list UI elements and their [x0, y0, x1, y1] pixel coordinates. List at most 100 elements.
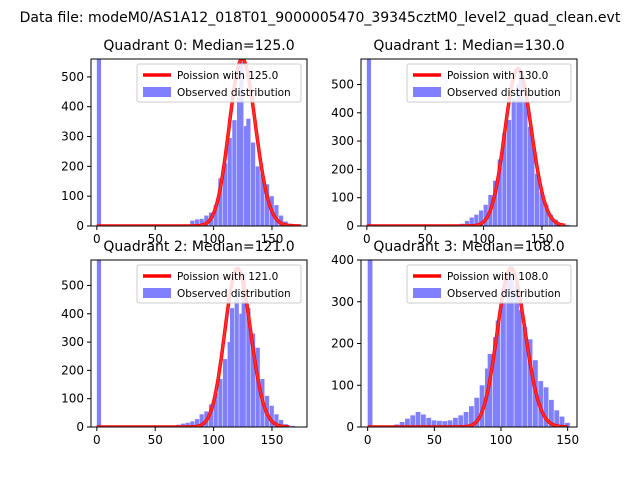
legend-label-poisson: Poission with 108.0: [447, 271, 548, 283]
y-tick-label: 100: [61, 392, 84, 406]
legend-swatch-hist: [143, 288, 171, 298]
y-tick-label: 100: [61, 189, 84, 203]
histogram-bar: [509, 266, 514, 427]
legend-box: [406, 63, 572, 103]
histogram-bar: [236, 97, 242, 226]
histogram-bar: [565, 224, 570, 226]
histogram-bar: [290, 425, 295, 427]
histogram-bar: [431, 420, 437, 427]
histogram-bar: [222, 359, 228, 427]
histogram-bar: [506, 276, 512, 427]
poisson-curve: [366, 67, 566, 226]
legend-label-poisson: Poission with 121.0: [177, 271, 278, 283]
histogram-bar: [260, 173, 265, 226]
histogram-bar: [554, 410, 560, 427]
histogram-bar: [239, 313, 244, 427]
y-tick-label: 300: [61, 335, 84, 349]
histogram-bar: [415, 411, 421, 427]
histogram-bar: [250, 333, 256, 427]
y-tick-label: 100: [331, 378, 354, 392]
histogram-bar: [506, 119, 512, 226]
subplot-title: Quadrant 1: Median=130.0: [373, 38, 564, 54]
legend: Poission with 121.0 Observed distribution: [136, 264, 302, 304]
axes-frame: [90, 259, 308, 428]
legend-label-observed: Observed distribution: [447, 87, 561, 99]
subplot-title: Quadrant 0: Median=125.0: [103, 38, 294, 54]
subplot-title: Quadrant 3: Median=108.0: [373, 239, 564, 255]
subplot-title: Quadrant 2: Median=121.0: [103, 239, 294, 255]
histogram-bar: [274, 205, 279, 226]
histogram-bar: [559, 416, 565, 427]
x-tick-label: 100: [490, 433, 513, 447]
histogram-bar: [96, 260, 102, 427]
legend-label-observed: Observed distribution: [177, 288, 291, 300]
histogram-bar: [565, 422, 570, 427]
histogram-bar: [534, 173, 540, 226]
legend-swatch-hist: [413, 87, 441, 97]
histogram-bar: [229, 308, 235, 427]
histogram-bar: [405, 418, 410, 427]
histogram-bar: [517, 310, 522, 427]
x-tick-label: 150: [261, 433, 284, 447]
y-tick-label: 500: [331, 77, 354, 91]
y-tick-label: 300: [331, 134, 354, 148]
histogram-bar: [366, 59, 372, 226]
histogram-bar: [458, 415, 464, 427]
legend-swatch-hist: [143, 87, 171, 97]
histogram-bar: [227, 342, 232, 427]
y-tick-label: 0: [76, 219, 84, 233]
legend-swatch-hist: [413, 288, 441, 298]
histogram-bar: [469, 406, 474, 427]
histogram-bar: [442, 421, 448, 427]
histogram-bar: [278, 215, 284, 226]
y-tick-label: 0: [346, 219, 354, 233]
x-tick-label: 100: [202, 232, 225, 246]
legend: Poission with 108.0 Observed distribution: [406, 264, 572, 304]
y-tick-label: 500: [61, 70, 84, 84]
histogram-bar: [543, 387, 549, 427]
histogram-bar: [474, 214, 479, 226]
histogram-bar: [523, 98, 528, 226]
histogram-bar: [522, 326, 528, 427]
y-tick-label: 0: [346, 420, 354, 434]
x-tick-label: 50: [148, 232, 163, 246]
histogram-bar: [474, 397, 480, 427]
legend-box: [136, 264, 302, 304]
histogram-bar: [199, 218, 204, 226]
histogram-bar: [447, 420, 453, 427]
histogram-bar: [246, 118, 251, 226]
histogram-bar: [511, 98, 516, 226]
histogram-bar: [514, 285, 520, 427]
plot-area: [367, 260, 570, 427]
histogram-bar: [495, 320, 501, 427]
y-tick-label: 400: [331, 106, 354, 120]
y-tick-label: 200: [331, 337, 354, 351]
legend: Poission with 125.0 Observed distribution: [136, 63, 302, 103]
histogram-bar: [367, 260, 373, 427]
histogram-bar: [190, 220, 195, 226]
x-tick-label: 100: [472, 232, 495, 246]
y-tick-label: 400: [61, 307, 84, 321]
subplot-quadrant-1: 0 50 100 150 0 100 200 300 400 500 Quadrant 1: Med…: [331, 38, 578, 246]
histogram-bar: [453, 417, 458, 427]
histogram-bar: [527, 126, 533, 226]
x-tick-label: 100: [202, 433, 225, 447]
histogram-bar: [208, 404, 214, 427]
x-tick-label: 50: [418, 232, 433, 246]
plot-area: [366, 59, 570, 226]
histogram-bar: [185, 422, 190, 427]
axes-frame: [360, 58, 578, 227]
histogram-bar: [194, 419, 200, 427]
poisson-curve: [367, 266, 569, 427]
y-tick-label: 200: [61, 363, 84, 377]
histogram-bar: [530, 148, 535, 226]
histogram-bar: [218, 378, 223, 427]
histogram-bar: [437, 420, 442, 427]
histogram-bar: [479, 385, 485, 427]
histogram-bar: [274, 414, 279, 427]
histogram-bar: [399, 421, 405, 427]
histogram-bar: [190, 421, 195, 427]
histogram-bar: [497, 159, 502, 226]
x-tick-label: 50: [148, 433, 163, 447]
y-tick-label: 0: [76, 420, 84, 434]
